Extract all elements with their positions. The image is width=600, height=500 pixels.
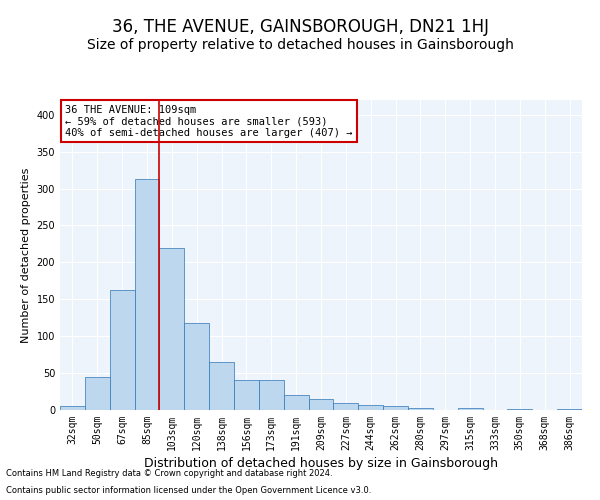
Bar: [184, 323, 209, 410]
Bar: [557, 408, 582, 410]
Bar: [259, 380, 284, 410]
Bar: [134, 179, 160, 410]
Bar: [383, 406, 408, 410]
Text: 36, THE AVENUE, GAINSBOROUGH, DN21 1HJ: 36, THE AVENUE, GAINSBOROUGH, DN21 1HJ: [112, 18, 488, 36]
Bar: [60, 406, 85, 410]
X-axis label: Distribution of detached houses by size in Gainsborough: Distribution of detached houses by size …: [144, 457, 498, 470]
Bar: [110, 290, 134, 410]
Bar: [408, 408, 433, 410]
Text: Size of property relative to detached houses in Gainsborough: Size of property relative to detached ho…: [86, 38, 514, 52]
Bar: [234, 380, 259, 410]
Bar: [334, 402, 358, 410]
Bar: [358, 405, 383, 410]
Text: 36 THE AVENUE: 109sqm
← 59% of detached houses are smaller (593)
40% of semi-det: 36 THE AVENUE: 109sqm ← 59% of detached …: [65, 104, 353, 138]
Bar: [458, 408, 482, 410]
Y-axis label: Number of detached properties: Number of detached properties: [21, 168, 31, 342]
Bar: [308, 399, 334, 410]
Bar: [160, 248, 184, 410]
Text: Contains public sector information licensed under the Open Government Licence v3: Contains public sector information licen…: [6, 486, 371, 495]
Bar: [209, 362, 234, 410]
Bar: [85, 377, 110, 410]
Text: Contains HM Land Registry data © Crown copyright and database right 2024.: Contains HM Land Registry data © Crown c…: [6, 468, 332, 477]
Bar: [284, 395, 308, 410]
